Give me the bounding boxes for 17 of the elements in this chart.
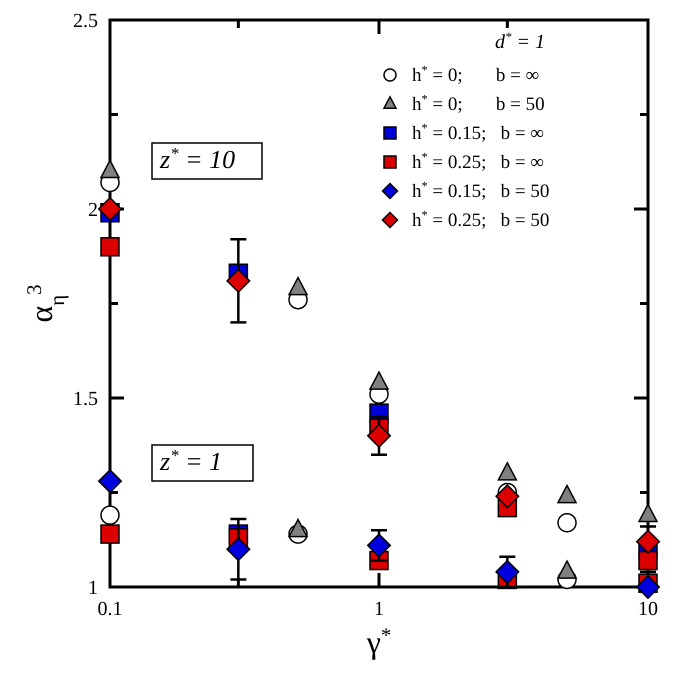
annotation: z$^{*}$ = 10: [159, 144, 236, 174]
legend-label: h$^{*}$ = 0.25; b = 50: [412, 208, 550, 231]
x-axis-title: γ$^{*}$: [366, 624, 392, 660]
legend-label: h$^{*}$ = 0.15; b = 50: [412, 179, 550, 202]
legend-label: h$^{*}$ = 0.25; b = ∞: [412, 150, 544, 173]
x-tick-label: 10: [638, 598, 658, 620]
y-tick-label: 1: [88, 577, 98, 599]
y-tick-label: 2.5: [73, 10, 98, 32]
y-tick-label: 2: [88, 199, 98, 221]
legend-title: d$^{*}$ = 1: [495, 28, 545, 53]
x-tick-label: 0.1: [98, 598, 122, 620]
annotation: z$^{*}$ = 1: [159, 446, 222, 476]
legend-label: h$^{*}$ = 0.15; b = ∞: [412, 121, 544, 144]
legend-label: h$^{*}$ = 0; b = ∞: [412, 63, 540, 86]
y-tick-label: 1.5: [73, 388, 98, 410]
legend-label: h$^{*}$ = 0; b = 50: [412, 92, 545, 115]
x-tick-label: 1: [374, 598, 384, 620]
